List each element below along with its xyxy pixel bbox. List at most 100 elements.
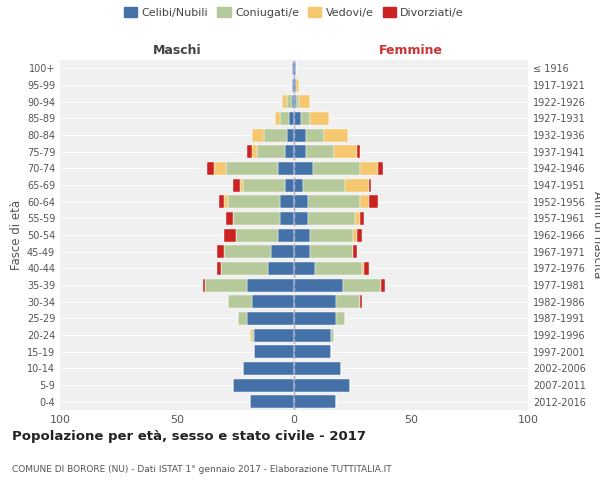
- Bar: [359, 195, 369, 208]
- Bar: [229, 295, 252, 308]
- Bar: [217, 262, 221, 275]
- Text: Femmine: Femmine: [379, 44, 443, 57]
- Bar: [247, 278, 294, 291]
- Bar: [304, 178, 346, 192]
- Y-axis label: Anni di nascita: Anni di nascita: [591, 192, 600, 278]
- Bar: [306, 128, 325, 141]
- Bar: [254, 345, 294, 358]
- Bar: [346, 178, 369, 192]
- Bar: [278, 162, 294, 175]
- Bar: [353, 228, 357, 241]
- Bar: [334, 145, 357, 158]
- Bar: [294, 78, 296, 92]
- Bar: [353, 245, 357, 258]
- Bar: [294, 62, 296, 75]
- Bar: [287, 128, 294, 141]
- Bar: [294, 95, 296, 108]
- Bar: [221, 262, 268, 275]
- Bar: [301, 112, 310, 125]
- Bar: [233, 212, 280, 225]
- Bar: [359, 212, 364, 225]
- Text: Maschi: Maschi: [152, 44, 202, 57]
- Bar: [252, 295, 294, 308]
- Bar: [226, 162, 278, 175]
- Bar: [310, 245, 353, 258]
- Bar: [315, 262, 362, 275]
- Bar: [364, 262, 369, 275]
- Bar: [205, 278, 247, 291]
- Bar: [378, 162, 383, 175]
- Bar: [247, 312, 294, 325]
- Legend: Celibi/Nubili, Coniugati/e, Vedovi/e, Divorziati/e: Celibi/Nubili, Coniugati/e, Vedovi/e, Di…: [119, 2, 469, 22]
- Bar: [235, 228, 278, 241]
- Bar: [240, 178, 242, 192]
- Bar: [287, 95, 292, 108]
- Bar: [310, 112, 329, 125]
- Bar: [325, 128, 348, 141]
- Bar: [292, 95, 294, 108]
- Bar: [217, 245, 224, 258]
- Bar: [299, 95, 310, 108]
- Bar: [343, 278, 380, 291]
- Bar: [294, 312, 336, 325]
- Bar: [208, 162, 214, 175]
- Bar: [369, 195, 378, 208]
- Bar: [284, 178, 294, 192]
- Bar: [214, 162, 226, 175]
- Bar: [278, 228, 294, 241]
- Bar: [294, 162, 313, 175]
- Bar: [268, 262, 294, 275]
- Bar: [369, 178, 371, 192]
- Bar: [280, 112, 289, 125]
- Bar: [357, 145, 359, 158]
- Bar: [331, 328, 334, 342]
- Bar: [280, 212, 294, 225]
- Bar: [257, 145, 284, 158]
- Bar: [224, 228, 235, 241]
- Bar: [252, 145, 257, 158]
- Bar: [294, 178, 304, 192]
- Bar: [296, 95, 299, 108]
- Bar: [308, 195, 359, 208]
- Bar: [238, 312, 247, 325]
- Bar: [294, 112, 301, 125]
- Bar: [252, 128, 263, 141]
- Bar: [294, 262, 315, 275]
- Bar: [296, 78, 299, 92]
- Bar: [294, 378, 350, 392]
- Bar: [250, 328, 252, 342]
- Bar: [219, 195, 224, 208]
- Bar: [357, 228, 362, 241]
- Bar: [252, 328, 254, 342]
- Bar: [250, 395, 294, 408]
- Bar: [229, 195, 280, 208]
- Bar: [294, 245, 310, 258]
- Bar: [359, 162, 378, 175]
- Bar: [294, 145, 306, 158]
- Bar: [294, 295, 336, 308]
- Text: COMUNE DI BORORE (NU) - Dati ISTAT 1° gennaio 2017 - Elaborazione TUTTITALIA.IT: COMUNE DI BORORE (NU) - Dati ISTAT 1° ge…: [12, 465, 392, 474]
- Bar: [233, 378, 294, 392]
- Bar: [294, 345, 331, 358]
- Bar: [289, 112, 294, 125]
- Bar: [310, 228, 353, 241]
- Bar: [203, 278, 205, 291]
- Bar: [308, 212, 355, 225]
- Bar: [336, 295, 359, 308]
- Bar: [292, 78, 294, 92]
- Bar: [242, 362, 294, 375]
- Bar: [292, 62, 294, 75]
- Bar: [336, 312, 346, 325]
- Bar: [306, 145, 334, 158]
- Bar: [294, 278, 343, 291]
- Bar: [242, 178, 284, 192]
- Bar: [294, 395, 336, 408]
- Bar: [224, 245, 271, 258]
- Y-axis label: Fasce di età: Fasce di età: [10, 200, 23, 270]
- Bar: [254, 328, 294, 342]
- Bar: [224, 195, 229, 208]
- Bar: [313, 162, 359, 175]
- Bar: [275, 112, 280, 125]
- Bar: [283, 95, 287, 108]
- Bar: [263, 128, 287, 141]
